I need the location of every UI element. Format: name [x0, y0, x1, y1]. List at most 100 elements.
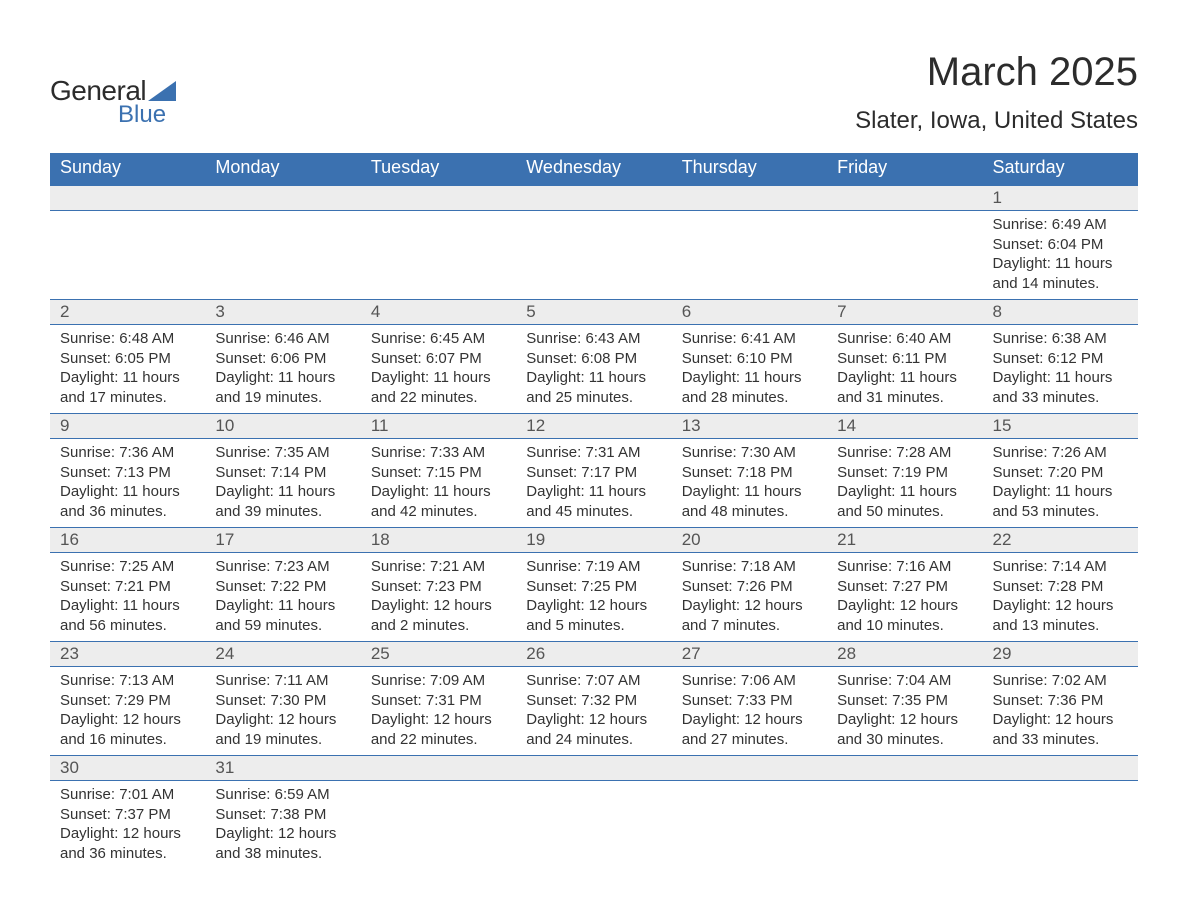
day-cell-details: [205, 211, 360, 300]
day-cell-num: 25: [361, 642, 516, 667]
day-cell-details: Sunrise: 7:04 AMSunset: 7:35 PMDaylight:…: [827, 667, 982, 756]
day-details: Sunrise: 7:31 AMSunset: 7:17 PMDaylight:…: [516, 439, 671, 527]
day-cell-num: 8: [983, 300, 1138, 325]
daylight-line: Daylight: 12 hours and 22 minutes.: [371, 710, 506, 749]
daylight-line: Daylight: 11 hours and 36 minutes.: [60, 482, 195, 521]
day-cell-details: Sunrise: 6:43 AMSunset: 6:08 PMDaylight:…: [516, 325, 671, 414]
day-cell-num: 4: [361, 300, 516, 325]
day-cell-details: [672, 211, 827, 300]
day-details: Sunrise: 7:23 AMSunset: 7:22 PMDaylight:…: [205, 553, 360, 641]
sunset-line: Sunset: 7:32 PM: [526, 691, 661, 711]
sunset-line: Sunset: 7:23 PM: [371, 577, 506, 597]
day-number: [50, 186, 205, 208]
day-cell-details: Sunrise: 7:30 AMSunset: 7:18 PMDaylight:…: [672, 439, 827, 528]
day-cell-num: [50, 185, 205, 211]
day-cell-details: Sunrise: 6:48 AMSunset: 6:05 PMDaylight:…: [50, 325, 205, 414]
sunrise-line: Sunrise: 7:14 AM: [993, 557, 1128, 577]
day-cell-num: 22: [983, 528, 1138, 553]
sunrise-line: Sunrise: 7:31 AM: [526, 443, 661, 463]
sunrise-line: Sunrise: 7:36 AM: [60, 443, 195, 463]
sunset-line: Sunset: 6:12 PM: [993, 349, 1128, 369]
day-details: Sunrise: 6:59 AMSunset: 7:38 PMDaylight:…: [205, 781, 360, 869]
day-cell-num: 27: [672, 642, 827, 667]
day-cell-details: Sunrise: 6:59 AMSunset: 7:38 PMDaylight:…: [205, 781, 360, 870]
day-cell-num: [516, 756, 671, 781]
day-cell-details: Sunrise: 7:07 AMSunset: 7:32 PMDaylight:…: [516, 667, 671, 756]
day-cell-details: [827, 781, 982, 870]
details-row: Sunrise: 6:49 AMSunset: 6:04 PMDaylight:…: [50, 211, 1138, 300]
day-cell-num: [205, 185, 360, 211]
day-cell-details: [361, 781, 516, 870]
daylight-line: Daylight: 12 hours and 27 minutes.: [682, 710, 817, 749]
day-details: Sunrise: 7:18 AMSunset: 7:26 PMDaylight:…: [672, 553, 827, 641]
sunrise-line: Sunrise: 6:46 AM: [215, 329, 350, 349]
day-number: 7: [827, 300, 982, 324]
day-cell-num: [516, 185, 671, 211]
details-row: Sunrise: 7:25 AMSunset: 7:21 PMDaylight:…: [50, 553, 1138, 642]
sunrise-line: Sunrise: 7:16 AM: [837, 557, 972, 577]
day-cell-num: 23: [50, 642, 205, 667]
logo: General Blue: [50, 75, 176, 129]
day-details: [827, 781, 982, 859]
day-details: Sunrise: 7:01 AMSunset: 7:37 PMDaylight:…: [50, 781, 205, 869]
sunset-line: Sunset: 7:37 PM: [60, 805, 195, 825]
day-cell-details: Sunrise: 7:13 AMSunset: 7:29 PMDaylight:…: [50, 667, 205, 756]
day-cell-details: Sunrise: 7:06 AMSunset: 7:33 PMDaylight:…: [672, 667, 827, 756]
day-number: 13: [672, 414, 827, 438]
day-number: 9: [50, 414, 205, 438]
day-cell-details: Sunrise: 7:21 AMSunset: 7:23 PMDaylight:…: [361, 553, 516, 642]
day-number: 18: [361, 528, 516, 552]
day-details: Sunrise: 6:48 AMSunset: 6:05 PMDaylight:…: [50, 325, 205, 413]
daylight-line: Daylight: 11 hours and 33 minutes.: [993, 368, 1128, 407]
daylight-line: Daylight: 11 hours and 14 minutes.: [993, 254, 1128, 293]
sunrise-line: Sunrise: 6:48 AM: [60, 329, 195, 349]
day-number: [516, 186, 671, 208]
day-details: Sunrise: 6:45 AMSunset: 6:07 PMDaylight:…: [361, 325, 516, 413]
day-details: Sunrise: 7:25 AMSunset: 7:21 PMDaylight:…: [50, 553, 205, 641]
day-cell-details: Sunrise: 7:33 AMSunset: 7:15 PMDaylight:…: [361, 439, 516, 528]
daylight-line: Daylight: 12 hours and 30 minutes.: [837, 710, 972, 749]
sunrise-line: Sunrise: 7:07 AM: [526, 671, 661, 691]
sunset-line: Sunset: 7:18 PM: [682, 463, 817, 483]
calendar-table: SundayMondayTuesdayWednesdayThursdayFrid…: [50, 153, 1138, 869]
day-cell-details: Sunrise: 7:16 AMSunset: 7:27 PMDaylight:…: [827, 553, 982, 642]
day-cell-details: Sunrise: 7:01 AMSunset: 7:37 PMDaylight:…: [50, 781, 205, 870]
sunset-line: Sunset: 7:33 PM: [682, 691, 817, 711]
day-number: 29: [983, 642, 1138, 666]
sunrise-line: Sunrise: 7:01 AM: [60, 785, 195, 805]
sunrise-line: Sunrise: 6:38 AM: [993, 329, 1128, 349]
day-number: [361, 186, 516, 208]
day-number: [205, 186, 360, 208]
daylight-line: Daylight: 12 hours and 24 minutes.: [526, 710, 661, 749]
day-number: 5: [516, 300, 671, 324]
day-number: 2: [50, 300, 205, 324]
day-details: [516, 211, 671, 289]
day-cell-details: [672, 781, 827, 870]
day-cell-details: Sunrise: 6:41 AMSunset: 6:10 PMDaylight:…: [672, 325, 827, 414]
sunrise-line: Sunrise: 7:21 AM: [371, 557, 506, 577]
day-details: Sunrise: 6:49 AMSunset: 6:04 PMDaylight:…: [983, 211, 1138, 299]
day-cell-details: Sunrise: 7:14 AMSunset: 7:28 PMDaylight:…: [983, 553, 1138, 642]
day-details: Sunrise: 7:28 AMSunset: 7:19 PMDaylight:…: [827, 439, 982, 527]
details-row: Sunrise: 6:48 AMSunset: 6:05 PMDaylight:…: [50, 325, 1138, 414]
day-cell-details: Sunrise: 7:35 AMSunset: 7:14 PMDaylight:…: [205, 439, 360, 528]
day-details: Sunrise: 7:06 AMSunset: 7:33 PMDaylight:…: [672, 667, 827, 755]
daylight-line: Daylight: 11 hours and 22 minutes.: [371, 368, 506, 407]
day-cell-details: Sunrise: 6:38 AMSunset: 6:12 PMDaylight:…: [983, 325, 1138, 414]
day-cell-details: Sunrise: 6:40 AMSunset: 6:11 PMDaylight:…: [827, 325, 982, 414]
sunrise-line: Sunrise: 7:02 AM: [993, 671, 1128, 691]
day-cell-num: 7: [827, 300, 982, 325]
day-number: 3: [205, 300, 360, 324]
sunset-line: Sunset: 7:22 PM: [215, 577, 350, 597]
day-cell-num: 9: [50, 414, 205, 439]
column-header: Monday: [205, 153, 360, 185]
column-header: Thursday: [672, 153, 827, 185]
sunset-line: Sunset: 6:10 PM: [682, 349, 817, 369]
daylight-line: Daylight: 11 hours and 25 minutes.: [526, 368, 661, 407]
day-cell-num: 21: [827, 528, 982, 553]
day-details: Sunrise: 6:41 AMSunset: 6:10 PMDaylight:…: [672, 325, 827, 413]
daylight-line: Daylight: 12 hours and 33 minutes.: [993, 710, 1128, 749]
day-details: [516, 781, 671, 859]
day-details: [205, 211, 360, 289]
sunset-line: Sunset: 7:38 PM: [215, 805, 350, 825]
